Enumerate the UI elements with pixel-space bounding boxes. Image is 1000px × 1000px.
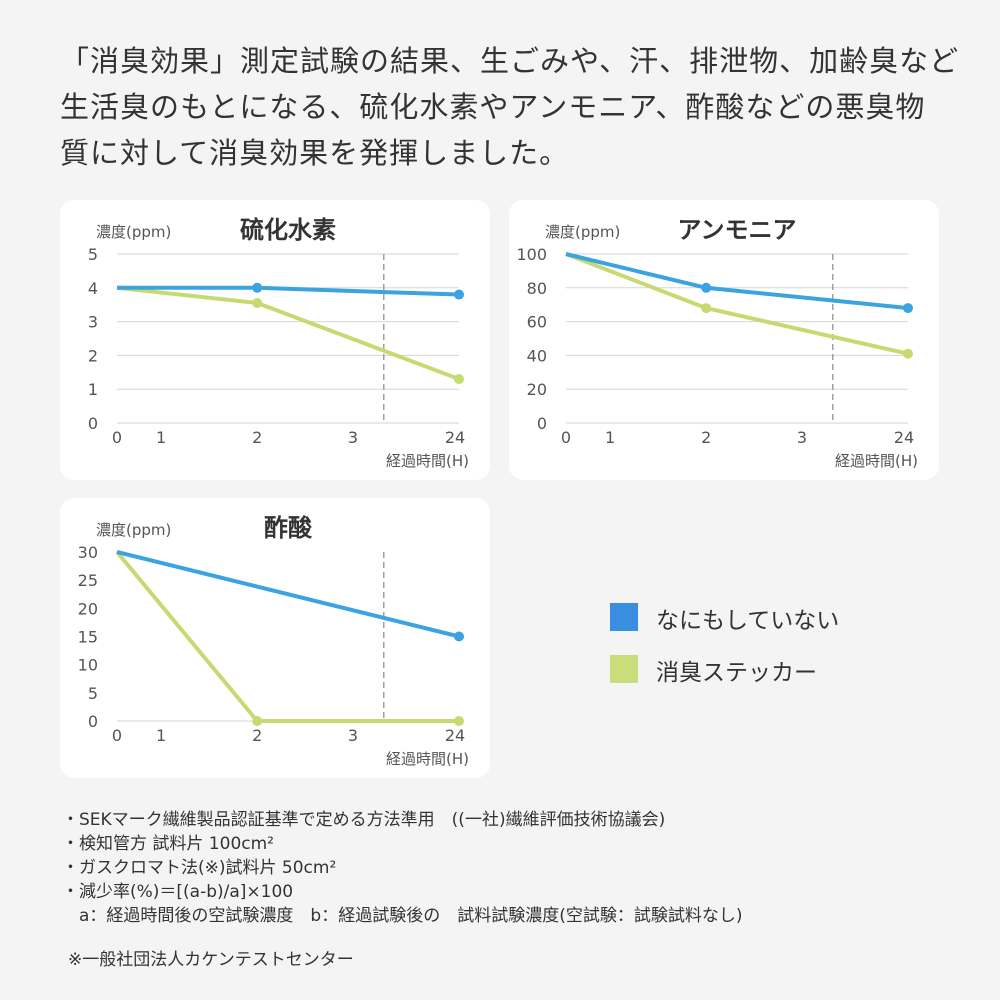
x-tick-label: 1 <box>156 726 166 745</box>
intro-line: 生活臭のもとになる、硫化水素やアンモニア、酢酸などの悪臭物 <box>60 90 926 124</box>
x-tick-label: 2 <box>701 428 711 447</box>
chart-card-hydrogen-sulfide: 濃度(ppm) 硫化水素 0 1 2 3 4 5 0 1 2 3 24 経過時間(H) <box>60 200 490 480</box>
x-tick-label: 2 <box>252 428 262 447</box>
x-tick-label: 24 <box>445 428 465 447</box>
y-tick-label: 40 <box>527 346 547 365</box>
y-axis-label: 濃度(ppm) <box>545 223 620 241</box>
chart-title: 酢酸 <box>264 514 313 542</box>
y-tick-label: 15 <box>78 628 98 647</box>
note: a：経過時間後の空試験濃度 b：経過試験後の 試料試験濃度(空試験：試験試料なし… <box>62 906 743 926</box>
y-tick-label: 20 <box>527 380 547 399</box>
x-axis-label: 経過時間(H) <box>835 452 918 470</box>
x-tick-label: 0 <box>561 428 571 447</box>
x-axis-label: 経過時間(H) <box>386 452 469 470</box>
chart-card-ammonia: 濃度(ppm) アンモニア 0 20 40 60 80 100 0 1 2 3 24 経過時間(H) <box>509 200 939 480</box>
series-line-sticker <box>115 550 459 723</box>
data-point-none <box>454 289 464 300</box>
intro-line: 質に対して消臭効果を発揮しました。 <box>60 136 570 170</box>
y-tick-label: 100 <box>516 245 547 264</box>
x-tick-label: 3 <box>797 428 807 447</box>
y-tick-label: 5 <box>88 245 98 264</box>
y-tick-label: 60 <box>527 313 547 332</box>
y-axis-label: 濃度(ppm) <box>96 521 171 539</box>
note: ・SEKマーク繊維製品認証基準で定める方法準用 ((一社)繊維評価技術協議会) <box>62 810 666 830</box>
note: ・検知管方 試料片 100cm² <box>62 834 274 854</box>
y-tick-label: 4 <box>88 279 98 298</box>
source-credit: ※一般社団法人カケンテストセンター <box>68 950 354 970</box>
y-axis-label: 濃度(ppm) <box>96 223 171 241</box>
x-axis-label: 経過時間(H) <box>386 750 469 768</box>
y-tick-label: 25 <box>78 571 98 590</box>
y-tick-label: 30 <box>78 543 98 562</box>
notes-list: ・SEKマーク繊維製品認証基準で定める方法準用 ((一社)繊維評価技術協議会) … <box>62 808 742 928</box>
data-point-none <box>701 282 712 293</box>
chart-card-acetic-acid: 濃度(ppm) 酢酸 0 5 10 15 20 25 30 0 1 2 3 24 経過時間(H) <box>60 498 490 778</box>
y-tick-label: 10 <box>78 656 98 675</box>
x-tick-label: 3 <box>348 428 358 447</box>
chart-hydrogen-sulfide: 濃度(ppm) 硫化水素 0 1 2 3 4 5 0 1 2 3 24 経過時間(H) <box>88 216 469 470</box>
y-tick-label: 3 <box>88 313 98 332</box>
x-tick-label: 2 <box>252 726 262 745</box>
intro-text: 「消臭効果」測定試験の結果、生ごみや、汗、排泄物、加齢臭など 生活臭のもとになる… <box>60 38 960 176</box>
data-point-sticker <box>252 716 263 726</box>
intro-line: 「消臭効果」測定試験の結果、生ごみや、汗、排泄物、加齢臭など <box>60 44 960 78</box>
x-tick-label: 1 <box>605 428 615 447</box>
data-point-none <box>252 282 263 293</box>
data-point-sticker <box>454 374 464 385</box>
y-tick-label: 2 <box>88 346 98 365</box>
data-point-sticker <box>903 348 913 359</box>
chart-acetic-acid: 濃度(ppm) 酢酸 0 5 10 15 20 25 30 0 1 2 3 24 経過時間(H) <box>78 514 469 768</box>
data-point-none <box>903 303 913 314</box>
data-point-sticker <box>252 298 263 309</box>
y-tick-label: 0 <box>88 414 98 433</box>
x-tick-label: 3 <box>348 726 358 745</box>
chart-title: 硫化水素 <box>240 216 336 244</box>
series-line-none <box>565 252 909 311</box>
y-tick-label: 5 <box>88 684 98 703</box>
legend-swatch-none <box>610 603 638 631</box>
series-line-none <box>116 550 460 639</box>
chart-ammonia: 濃度(ppm) アンモニア 0 20 40 60 80 100 0 1 2 3 24 経過時間(H) <box>516 216 918 470</box>
note: ・減少率(%)＝[(a-b)/a]×100 <box>62 882 294 902</box>
x-tick-label: 24 <box>894 428 914 447</box>
chart-title: アンモニア <box>677 216 796 244</box>
y-tick-label: 0 <box>537 414 547 433</box>
legend-label: 消臭ステッカー <box>656 660 817 686</box>
data-point-sticker <box>701 303 712 314</box>
y-tick-label: 80 <box>527 279 547 298</box>
y-tick-label: 1 <box>88 380 98 399</box>
x-tick-label: 0 <box>112 726 122 745</box>
legend-swatch-sticker <box>610 655 638 683</box>
y-tick-label: 20 <box>78 599 98 618</box>
note: ・ガスクロマト法(※)試料片 50cm² <box>62 858 337 878</box>
y-tick-label: 0 <box>88 712 98 731</box>
data-point-none <box>454 631 464 642</box>
legend-label: なにもしていない <box>656 608 840 634</box>
x-tick-label: 0 <box>112 428 122 447</box>
data-point-sticker <box>454 716 464 726</box>
x-tick-label: 1 <box>156 428 166 447</box>
x-tick-label: 24 <box>445 726 465 745</box>
series-line-sticker <box>116 285 460 381</box>
